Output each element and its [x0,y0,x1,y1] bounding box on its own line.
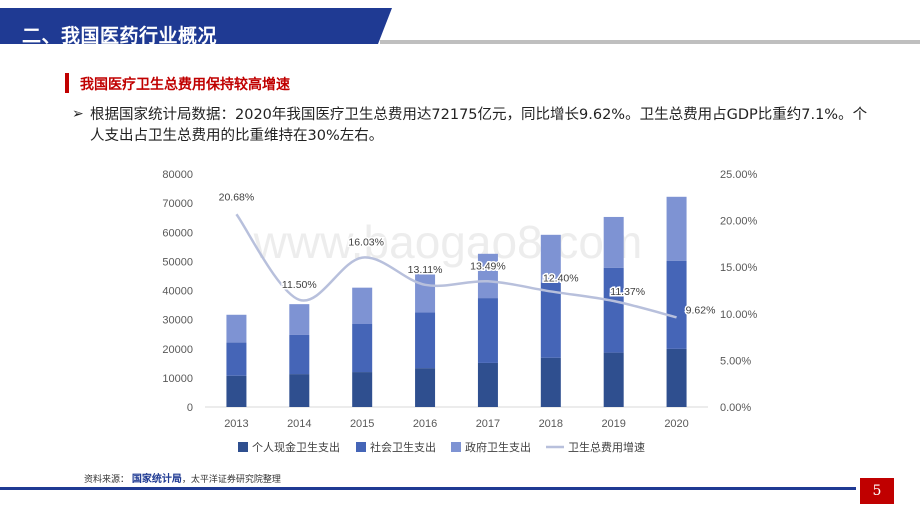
header-divider [380,40,920,44]
bullet-text: 根据国家统计局数据：2020年我国医疗卫生总费用达72175亿元，同比增长9.6… [90,107,868,144]
y-right-tick-label: 0.00% [720,402,751,414]
bar-segment [603,267,624,353]
y-left-tick-label: 30000 [162,315,193,327]
bar-segment [477,362,498,407]
bar-segment [226,314,247,343]
stacked-bar-line-chart: www.baogao8.com 0 10000 20000 30000 40000 5000… [162,169,758,454]
y-left-tick-label: 60000 [162,227,193,239]
growth-data-label: 13.11% [408,264,443,276]
section-title: 我国医疗卫生总费用保持较高增速 [80,77,290,93]
y-left-tick-label: 10000 [162,373,193,385]
legend-swatch [451,442,461,452]
x-tick-label: 2020 [664,418,688,430]
legend-label: 社会卫生支出 [370,440,436,454]
x-tick-label: 2015 [350,418,374,430]
legend-label: 政府卫生支出 [465,440,531,454]
legend-swatch [238,442,248,452]
y-right-tick-label: 20.00% [720,216,758,228]
x-tick-label: 2017 [476,418,500,430]
bar-segment [540,357,561,407]
y-right-tick-label: 5.00% [720,355,751,367]
growth-data-label: 9.62% [686,304,716,316]
x-tick-label: 2018 [539,418,563,430]
header-banner-shape [0,8,392,44]
header-banner: 二、我国医药行业概况 [0,8,392,47]
page-title: 二、我国医药行业概况 [22,25,218,47]
bar-segment [352,323,373,373]
bar-segment [666,260,687,349]
source-note: 资料来源： 国家统计局，太平洋证券研究院整理 [84,470,281,485]
bar-segment [603,216,624,268]
bar-segment [415,272,436,313]
source-rest: ，太平洋证券研究院整理 [181,475,281,485]
bar-segment [289,304,310,335]
y-right-tick-label: 25.00% [720,169,758,181]
x-tick-label: 2014 [287,418,311,430]
bar-segment [415,368,436,407]
bar-segment [477,253,498,299]
x-tick-label: 2016 [413,418,437,430]
section-marker [65,73,69,93]
growth-data-label: 12.40% [543,272,579,284]
growth-data-label: 20.68% [219,191,255,203]
legend-swatch [356,442,366,452]
y-right-tick-label: 15.00% [720,262,758,274]
legend-label: 卫生总费用增速 [568,440,645,454]
bar-segment [603,352,624,407]
y-left-tick-label: 0 [187,402,193,414]
source-primary: 国家统计局 [131,474,182,485]
bar-segment [289,334,310,375]
bar-segment [226,375,247,407]
growth-line [235,213,677,319]
y-left-tick-label: 20000 [162,344,193,356]
bullet-arrow-icon: ➢ [72,106,84,122]
bar-segment [477,298,498,363]
legend-label: 个人现金卫生支出 [252,440,340,454]
y-left-tick-label: 40000 [162,286,193,298]
bar-segment [289,374,310,407]
footer-divider [0,487,856,490]
growth-data-label: 16.03% [348,237,384,249]
y-right-tick-label: 10.00% [720,309,758,321]
x-tick-label: 2019 [601,418,625,430]
y-left-tick-label: 70000 [162,198,193,210]
growth-data-label: 11.50% [282,279,317,291]
y-left-tick-label: 80000 [162,169,193,181]
bar-segment [666,196,687,261]
growth-data-label: 13.49% [470,260,506,272]
bar-segment [415,312,436,369]
watermark: www.baogao8.com [253,216,643,268]
y-left-tick-label: 50000 [162,256,193,268]
bar-segment [540,234,561,283]
x-tick-label: 2013 [224,418,248,430]
bar-segment [352,372,373,407]
page-number: 5 [860,478,894,504]
bar-segment [352,287,373,324]
bar-segment [540,282,561,358]
bar-segment [666,348,687,407]
source-label: 资料来源： [84,475,130,485]
bar-segment [226,342,247,376]
growth-data-label: 11.37% [610,286,645,298]
